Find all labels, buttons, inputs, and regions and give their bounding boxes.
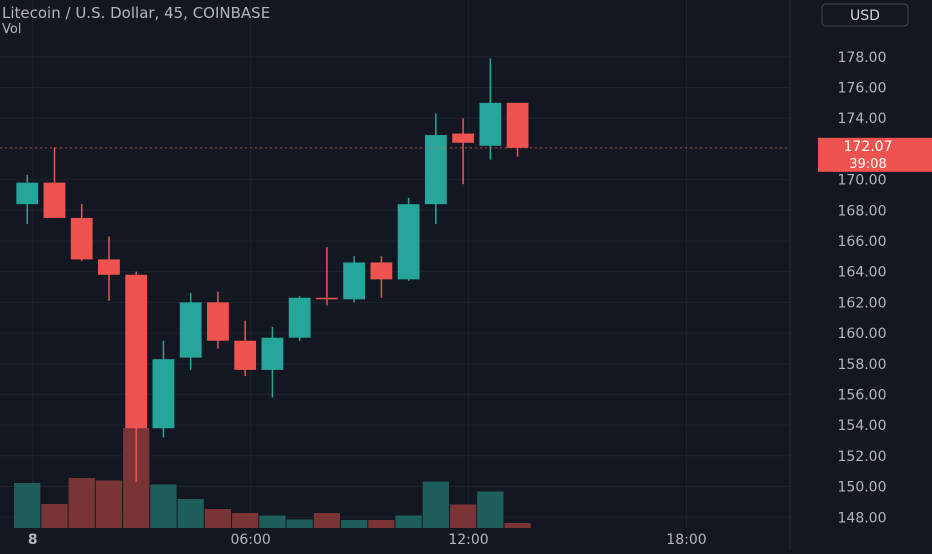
volume-bar [286, 519, 313, 528]
volume-bar [477, 491, 504, 528]
price-tick-label: 150.00 [838, 480, 887, 496]
candle-body [397, 204, 420, 280]
volume-bar [150, 484, 177, 528]
candle-layer [16, 58, 529, 482]
time-tick-label: 18:00 [666, 532, 706, 548]
volume-bar [177, 499, 204, 528]
time-tick-label: 8 [28, 532, 38, 548]
candle-body [152, 359, 175, 429]
candle[interactable] [43, 147, 66, 218]
candle-body [506, 102, 529, 148]
candle[interactable] [261, 326, 284, 398]
time-tick-label: 12:00 [448, 532, 488, 548]
candle[interactable] [424, 113, 447, 225]
price-tick-label: 170.00 [838, 173, 887, 189]
time-axis[interactable]: 8 06:00 12:00 18:00 [28, 532, 707, 548]
candle[interactable] [316, 247, 338, 306]
chart-title: Litecoin / U.S. Dollar, 45, COINBASE [2, 4, 270, 22]
candle[interactable] [179, 293, 202, 370]
price-tick-label: 152.00 [838, 449, 887, 465]
price-tick-label: 174.00 [838, 111, 887, 127]
candle-body [43, 182, 66, 218]
candle-body [70, 217, 93, 260]
candle-body [452, 133, 474, 143]
volume-bar [204, 509, 232, 528]
price-tick-label: 156.00 [838, 387, 887, 403]
candle-body [288, 297, 311, 338]
candle-body [98, 259, 120, 275]
candle-body [370, 262, 393, 280]
candle[interactable] [207, 291, 229, 349]
candle-body [316, 297, 338, 300]
candle[interactable] [16, 174, 39, 225]
volume-bar [341, 520, 368, 528]
time-tick-label: 06:00 [230, 532, 270, 548]
currency-selector[interactable]: USD [821, 3, 909, 27]
candle-body [179, 302, 202, 358]
candle[interactable] [70, 204, 93, 261]
candle[interactable] [343, 256, 366, 303]
price-marker: 172.07 39:08 [818, 137, 932, 172]
candle-body [479, 102, 502, 146]
currency-label: USD [850, 8, 880, 24]
candle[interactable] [479, 58, 502, 160]
volume-bar [95, 480, 123, 528]
candle-body [343, 262, 366, 300]
candle-body [125, 274, 148, 429]
candle[interactable] [234, 320, 257, 377]
bar-countdown-label: 39:08 [849, 157, 886, 172]
price-tick-label: 164.00 [838, 265, 887, 281]
candle[interactable] [98, 236, 120, 301]
volume-bar [504, 523, 531, 528]
volume-bar [422, 481, 449, 528]
volume-layer [14, 428, 531, 528]
candle[interactable] [452, 118, 474, 185]
currency-button[interactable] [821, 3, 909, 27]
candle[interactable] [288, 296, 311, 341]
volume-indicator-label: Vol [2, 22, 21, 37]
volume-bar [313, 513, 341, 528]
candle[interactable] [370, 256, 393, 298]
price-marker-badge [818, 137, 932, 172]
candle[interactable] [125, 271, 148, 482]
candle-body [424, 135, 447, 205]
price-tick-label: 178.00 [838, 50, 887, 66]
candle-body [261, 337, 284, 370]
volume-bar [368, 520, 395, 528]
price-tick-label: 148.00 [838, 510, 887, 526]
candle[interactable] [506, 102, 529, 157]
price-tick-label: 168.00 [838, 203, 887, 219]
volume-bar [395, 515, 422, 528]
current-price-label: 172.07 [844, 139, 893, 155]
price-tick-label: 162.00 [838, 295, 887, 311]
price-tick-label: 160.00 [838, 326, 887, 342]
candle[interactable] [397, 198, 420, 281]
volume-bar [259, 515, 286, 528]
candle-body [234, 340, 257, 370]
volume-bar [68, 478, 95, 528]
candle[interactable] [152, 340, 175, 438]
volume-bar [41, 504, 68, 528]
price-tick-label: 176.00 [838, 80, 887, 96]
volume-bar [232, 513, 259, 528]
volume-bar [449, 504, 477, 528]
price-tick-label: 154.00 [838, 418, 887, 434]
candle-body [16, 182, 39, 205]
price-tick-label: 166.00 [838, 234, 887, 250]
volume-bar [14, 483, 41, 528]
price-tick-label: 158.00 [838, 357, 887, 373]
candle-body [207, 302, 229, 341]
